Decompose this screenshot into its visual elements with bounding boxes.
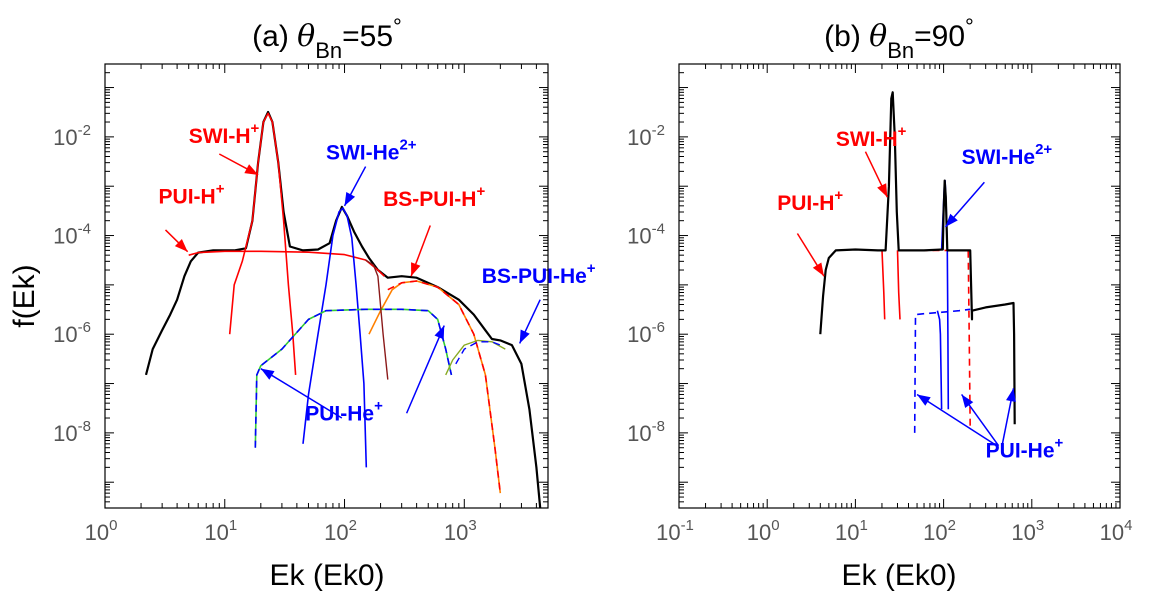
x-tick-label: 104 — [1100, 517, 1133, 545]
arrowhead — [877, 183, 888, 198]
annotation-label: PUI-H+ — [777, 187, 843, 215]
y-tick-label: 10-4 — [53, 221, 91, 249]
x-tick-label: 10-1 — [656, 517, 694, 545]
plot-frame — [678, 63, 1121, 509]
x-tick-label: 103 — [444, 517, 477, 545]
annotation-label: PUI-He+ — [305, 397, 383, 425]
arrowhead — [945, 213, 958, 227]
x-axis-label-a: Ek (Ek0) — [269, 559, 384, 592]
annotation-label: PUI-H+ — [159, 180, 225, 208]
y-tick-label: 10-8 — [53, 418, 91, 446]
series-line-0 — [881, 250, 886, 320]
series-line-5 — [913, 308, 971, 433]
series-line-10 — [455, 341, 501, 365]
x-tick-label: 103 — [1011, 517, 1044, 545]
series-line-3 — [936, 310, 943, 410]
series-group — [144, 110, 542, 508]
x-tick-label: 101 — [835, 517, 868, 545]
series-line-4 — [368, 280, 502, 494]
plot-frame — [104, 63, 549, 509]
panel-title: (b) θBn=90° — [824, 14, 974, 63]
arrowhead — [961, 394, 974, 408]
annotation-arrow — [405, 325, 445, 414]
annotation-label: BS-PUI-He+ — [482, 260, 596, 288]
arrowhead — [812, 262, 824, 277]
series-group — [819, 91, 1016, 433]
annotation-label: SWI-H+ — [836, 123, 907, 151]
arrowhead — [434, 325, 445, 340]
arrowhead — [1006, 388, 1016, 403]
series-line-1 — [896, 250, 901, 320]
series-line-6 — [819, 91, 1016, 425]
y-tick-label: 10-4 — [627, 221, 665, 249]
x-tick-label: 102 — [923, 517, 956, 545]
arrowhead — [344, 192, 356, 206]
series-line-8 — [365, 259, 389, 380]
arrowhead — [519, 329, 530, 344]
y-tick-label: 10-6 — [53, 319, 91, 347]
x-tick-label: 102 — [324, 517, 357, 545]
series-line-2 — [228, 112, 297, 375]
annotation-label: BS-PUI-H+ — [383, 183, 485, 211]
panel-a: 100 101 102 103 10-2 10-4 10-6 10-8 (a) θBn=55° S… — [53, 14, 596, 545]
annotation-arrow — [260, 368, 343, 419]
annotation-arrow — [916, 393, 998, 447]
arrowhead — [917, 394, 931, 406]
arrowhead — [174, 239, 188, 252]
series-line-9 — [445, 339, 506, 376]
series-line-7 — [254, 308, 453, 448]
x-tick-label: 101 — [204, 517, 237, 545]
panel-title: (a) θBn=55° — [252, 14, 402, 63]
series-line-5 — [387, 280, 502, 494]
arrowhead — [411, 262, 421, 277]
series-line-3 — [302, 207, 368, 468]
y-tick-label: 10-6 — [627, 319, 665, 347]
x-axis-label-b: Ek (Ek0) — [841, 559, 956, 592]
arrowhead — [260, 368, 275, 380]
series-line-2 — [908, 249, 971, 430]
y-tick-label: 10-2 — [53, 122, 91, 150]
annotation-label: SWI-H+ — [189, 120, 260, 148]
x-tick-label: 100 — [747, 517, 780, 545]
annotation-label: SWI-He2+ — [326, 136, 417, 164]
arrowhead — [244, 164, 259, 175]
x-tick-label: 100 — [85, 517, 118, 545]
y-tick-label: 10-8 — [627, 418, 665, 446]
annotation-label: PUI-He+ — [986, 434, 1064, 462]
annotation-label: SWI-He2+ — [962, 141, 1053, 169]
panel-b: 10-1 100 101 102 103 104 10-2 10-4 10-6 10-8 (b) θ… — [627, 14, 1132, 545]
y-axis-label: f(Ek) — [8, 264, 41, 327]
y-tick-label: 10-2 — [627, 122, 665, 150]
